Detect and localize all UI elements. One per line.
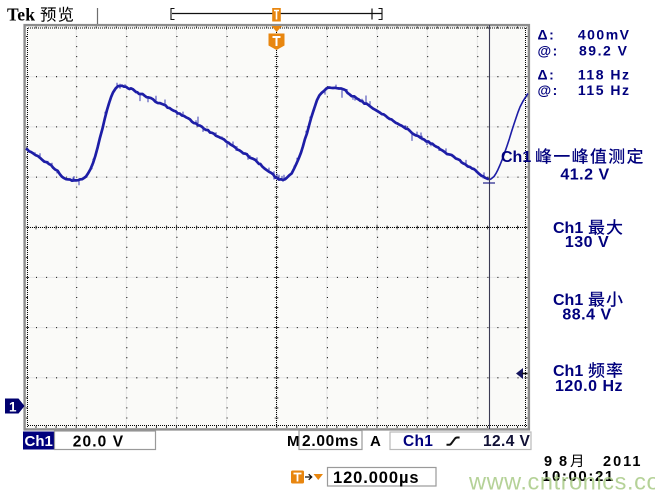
svg-text:2011: 2011	[603, 454, 642, 470]
svg-text:Ch1: Ch1	[25, 433, 53, 450]
svg-text:120.0 Hz: 120.0 Hz	[555, 378, 623, 395]
svg-text:www.cntronics.com: www.cntronics.com	[468, 469, 655, 495]
svg-text:118 Hz: 118 Hz	[578, 67, 631, 83]
svg-text:A: A	[370, 433, 381, 450]
svg-text:1: 1	[9, 400, 17, 415]
svg-text:8: 8	[559, 454, 567, 470]
svg-text:120.000µs: 120.000µs	[333, 469, 419, 487]
svg-text:Ch1: Ch1	[501, 149, 531, 166]
svg-text:12.4 V: 12.4 V	[483, 433, 530, 450]
svg-text:115 Hz: 115 Hz	[578, 82, 631, 98]
svg-text:89.2 V: 89.2 V	[579, 43, 628, 59]
svg-text:41.2 V: 41.2 V	[560, 167, 609, 184]
svg-text:Ch1: Ch1	[553, 220, 583, 237]
svg-text:9: 9	[544, 454, 552, 470]
svg-text:10:00:21: 10:00:21	[542, 468, 615, 485]
svg-text:88.4 V: 88.4 V	[562, 307, 611, 324]
svg-text:130 V: 130 V	[565, 234, 609, 251]
svg-text:Ch1: Ch1	[553, 292, 583, 309]
svg-text:Δ:: Δ:	[538, 67, 556, 83]
svg-text:20.0 V: 20.0 V	[73, 434, 124, 451]
svg-text:@:: @:	[538, 82, 559, 98]
svg-text:Ch1: Ch1	[553, 363, 583, 380]
svg-text:2.00ms: 2.00ms	[302, 433, 359, 450]
svg-text:Δ:: Δ:	[538, 26, 556, 42]
svg-text:Ch1: Ch1	[403, 433, 433, 450]
svg-text:Tek: Tek	[7, 5, 35, 25]
svg-text:400mV: 400mV	[578, 26, 631, 42]
svg-text:@:: @:	[538, 43, 559, 59]
svg-text:M: M	[287, 433, 300, 450]
